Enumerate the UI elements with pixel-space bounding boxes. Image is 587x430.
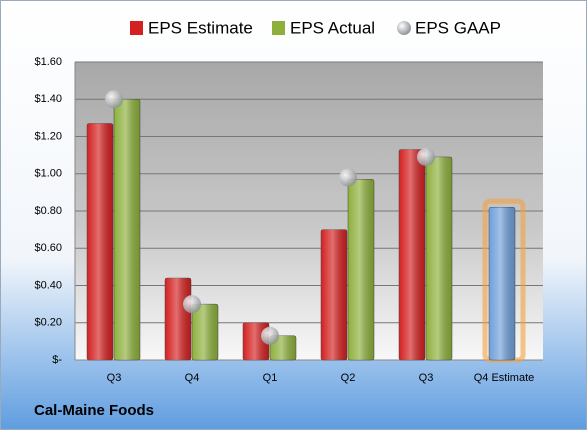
y-tick-label: $1.00 (34, 168, 62, 180)
gaap-marker (417, 147, 435, 166)
footer: Cal-Maine Foods (34, 402, 154, 419)
y-tick-label: $1.40 (34, 93, 62, 105)
legend-label: EPS Actual (290, 18, 375, 37)
legend-swatch (397, 21, 411, 35)
legend-swatch (272, 21, 285, 35)
legend-label: EPS Estimate (148, 18, 253, 37)
x-tick-label: Q4 Estimate (474, 372, 535, 384)
bar-shine (87, 123, 113, 361)
x-tick-label: Q3 (107, 372, 122, 384)
y-tick-label: $1.20 (34, 130, 62, 142)
y-tick-label: $- (52, 354, 62, 366)
gaap-marker (183, 295, 201, 314)
x-tick-label: Q1 (263, 372, 278, 384)
gaap-marker (261, 326, 279, 345)
gaap-marker (105, 90, 123, 109)
x-tick-label: Q4 (185, 372, 200, 384)
bar-shine (348, 179, 374, 360)
bar-shine (114, 99, 140, 360)
bar-shine (321, 229, 347, 360)
x-tick-label: Q2 (341, 372, 356, 384)
y-tick-label: $0.20 (34, 317, 62, 329)
gaap-marker (339, 168, 357, 187)
bar-shine (426, 156, 452, 360)
bar-shine (165, 278, 191, 360)
legend-swatch (130, 21, 143, 35)
y-tick-label: $0.40 (34, 279, 62, 291)
y-tick-label: $1.60 (34, 56, 62, 68)
y-tick-label: $0.60 (34, 242, 62, 254)
bar-shine (489, 207, 515, 360)
legend-label: EPS GAAP (415, 18, 501, 37)
bar-shine (399, 149, 425, 360)
y-tick-label: $0.80 (34, 205, 62, 217)
bar-shine (192, 304, 218, 360)
x-tick-label: Q3 (419, 372, 434, 384)
